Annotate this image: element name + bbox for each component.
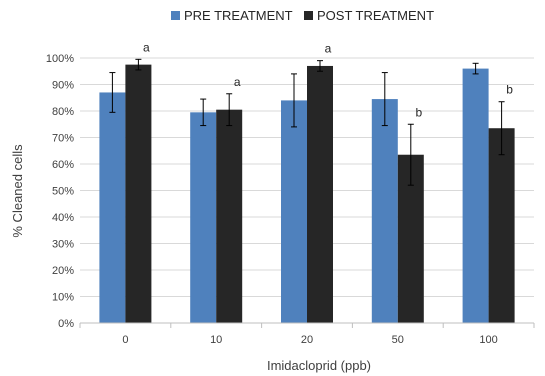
x-axis: 0 10 20 50 100 <box>79 322 535 346</box>
significance-letter: a <box>143 40 150 54</box>
legend: PRE TREATMENT POST TREATMENT <box>171 8 434 23</box>
y-axis-ticks: 0% 10% 20% 30% 40% 50% 60% 70% 80% 90% 100% <box>46 53 74 330</box>
bar-pre <box>190 112 217 323</box>
y-axis-title: % Cleaned cells <box>10 144 25 238</box>
bar-post <box>216 109 243 323</box>
y-tick-label: 60% <box>52 159 74 171</box>
significance-letter: b <box>506 83 513 97</box>
x-tick-label: 0 <box>122 334 128 346</box>
x-tick-label: 50 <box>392 334 404 346</box>
legend-label-post: POST TREATMENT <box>317 8 434 23</box>
significance-letters: a a a b b <box>143 40 513 119</box>
x-tick-label: 10 <box>210 334 222 346</box>
error-bars <box>109 58 505 186</box>
bar-pre <box>371 99 398 323</box>
significance-letter: a <box>234 75 241 89</box>
y-tick-label: 10% <box>52 292 74 304</box>
bar-pre <box>99 92 126 323</box>
y-tick-label: 50% <box>52 186 74 198</box>
y-tick-label: 30% <box>52 239 74 251</box>
bar-post <box>307 65 333 323</box>
bars <box>99 64 515 324</box>
bar-pre <box>281 100 307 324</box>
y-tick-label: 0% <box>58 318 74 330</box>
y-tick-label: 100% <box>46 53 74 65</box>
legend-label-pre: PRE TREATMENT <box>184 8 293 23</box>
bar-post <box>488 128 515 323</box>
legend-swatch-post <box>304 11 313 20</box>
y-tick-label: 20% <box>52 265 74 277</box>
x-tick-label: 100 <box>479 334 497 346</box>
significance-letter: a <box>325 42 332 56</box>
y-tick-label: 90% <box>52 80 74 92</box>
y-tick-label: 40% <box>52 212 74 224</box>
x-tick-label: 20 <box>301 334 313 346</box>
bar-post <box>125 64 152 323</box>
y-tick-label: 80% <box>52 106 74 118</box>
legend-swatch-pre <box>171 11 180 20</box>
x-axis-title: Imidacloprid (ppb) <box>267 358 371 373</box>
significance-letter: b <box>415 105 422 119</box>
y-tick-label: 70% <box>52 133 74 145</box>
bar-pre <box>462 68 489 323</box>
